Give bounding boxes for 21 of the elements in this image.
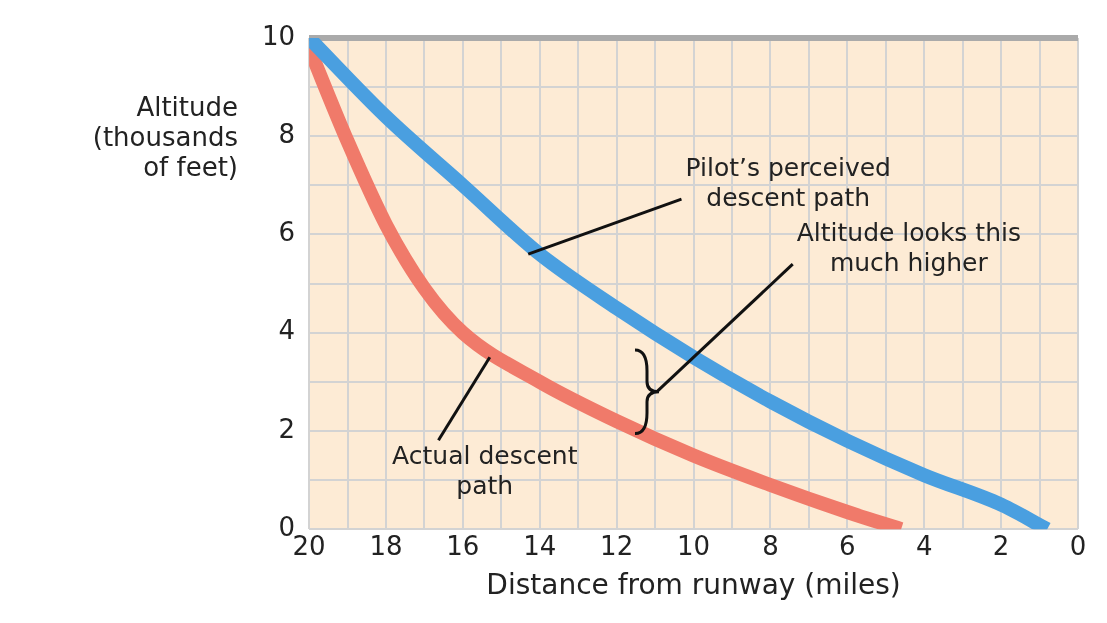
y-axis-title: Altitude (thousands of feet) [92,91,238,182]
x-tick-label: 6 [839,530,856,561]
x-tick-label: 8 [762,530,779,561]
x-tick-label: 14 [523,530,557,561]
x-tick-label: 20 [292,530,326,561]
y-tick-label: 10 [261,20,296,51]
x-tick-label: 12 [600,530,634,561]
y-tick-label: 4 [278,315,296,346]
x-tick-label: 18 [369,530,403,561]
x-tick-label: 2 [992,530,1010,561]
annotation: Actual descent path [392,440,578,500]
y-tick-label: 8 [278,118,296,149]
x-axis-title: Distance from runway (miles) [486,568,901,602]
x-tick-label: 4 [915,530,933,561]
y-tick-label: 2 [278,413,296,444]
x-tick-label: 16 [446,530,480,561]
annotation: Altitude looks this much higher [796,217,1021,277]
y-tick-label: 6 [278,217,296,248]
x-tick-label: 10 [677,530,711,561]
x-tick-label: 0 [1069,530,1087,561]
annotation: Pilot’s perceived descent path [685,152,891,212]
